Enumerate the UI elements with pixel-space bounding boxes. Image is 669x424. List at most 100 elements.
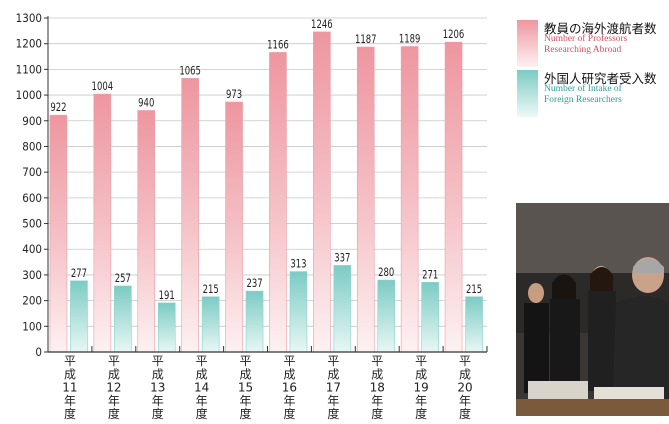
data-label-professors-7: 1187 (355, 33, 377, 46)
x-tick-label-8: 度 (415, 406, 427, 421)
x-tick-label-1: 12 (106, 381, 121, 395)
x-tick-label-3: 年 (196, 394, 208, 408)
x-tick-label-7: 年 (371, 394, 383, 408)
x-tick-label-2: 年 (152, 394, 164, 408)
x-tick-label-8: 成 (415, 367, 427, 381)
bar-foreign-5 (289, 271, 308, 353)
bar-professors-5 (269, 52, 287, 353)
x-tick-label-0: 成 (64, 367, 76, 381)
x-tick-label-0: 年 (64, 394, 76, 408)
bar-foreign-8 (421, 282, 439, 353)
x-tick-label-4: 成 (240, 367, 252, 381)
y-tick-label: 600 (22, 191, 42, 205)
x-tick-label-7: 成 (371, 367, 383, 381)
data-label-foreign-7: 280 (378, 266, 394, 279)
legend-label-ja: 外国人研究者受入数 (544, 71, 657, 86)
x-tick-label-0: 平 (64, 354, 76, 368)
x-tick-label-6: 成 (327, 367, 339, 381)
x-tick-label-7: 度 (371, 406, 383, 421)
x-tick-label-4: 15 (238, 381, 253, 395)
bars (49, 31, 483, 353)
bar-foreign-1 (114, 285, 132, 353)
x-tick-label-7: 平 (371, 354, 383, 368)
signing-ceremony-photo (516, 203, 669, 416)
bar-foreign-3 (201, 296, 220, 353)
data-label-professors-1: 1004 (92, 80, 114, 93)
legend-label-en-line1: Number of Intake of (544, 84, 622, 94)
data-label-foreign-2: 191 (159, 289, 175, 302)
y-tick-label: 500 (22, 217, 42, 231)
x-tick-label-9: 成 (459, 367, 471, 381)
data-label-foreign-1: 257 (115, 272, 131, 285)
bar-foreign-7 (377, 279, 396, 353)
x-tick-label-4: 度 (240, 406, 252, 421)
x-tick-label-1: 成 (108, 367, 120, 381)
y-tick-label: 400 (22, 242, 42, 256)
bar-foreign-9 (465, 296, 483, 353)
x-tick-label-6: 度 (327, 406, 339, 421)
x-tick-label-5: 年 (283, 394, 295, 408)
x-tick-label-9: 平 (459, 354, 471, 368)
x-axis: 平成11年度平成12年度平成13年度平成14年度平成15年度平成16年度平成17… (48, 346, 488, 421)
x-tick-label-8: 年 (415, 394, 427, 408)
legend-swatch-pink (517, 20, 538, 67)
bar-professors-2 (137, 110, 156, 353)
x-tick-label-7: 18 (370, 381, 385, 395)
bar-professors-6 (313, 31, 331, 353)
legend-label-en: Number of Intake of Foreign Researchers (544, 84, 622, 106)
gridlines (48, 17, 487, 327)
y-tick-label: 1100 (16, 62, 42, 76)
data-label-foreign-3: 215 (203, 283, 219, 296)
x-tick-label-1: 年 (108, 394, 120, 408)
bar-foreign-4 (245, 290, 264, 353)
x-tick-label-5: 平 (283, 354, 295, 368)
y-tick-label: 900 (22, 114, 42, 128)
x-tick-label-6: 年 (327, 394, 339, 408)
x-tick-label-0: 度 (64, 406, 76, 421)
x-tick-label-8: 平 (415, 354, 427, 368)
bar-professors-1 (93, 93, 112, 353)
x-tick-label-6: 17 (326, 381, 341, 395)
data-label-foreign-4: 237 (246, 277, 262, 290)
legend-label-en-line2: Foreign Researchers (544, 95, 622, 105)
data-label-foreign-0: 277 (71, 267, 87, 280)
x-tick-label-9: 年 (459, 394, 471, 408)
x-tick-label-3: 成 (196, 367, 208, 381)
x-tick-label-5: 成 (283, 367, 295, 381)
x-tick-label-4: 年 (240, 394, 252, 408)
data-label-professors-0: 922 (50, 101, 66, 114)
legend-label-en: Number of Professors Researching Abroad (544, 34, 627, 56)
y-tick-label: 1000 (16, 88, 42, 102)
legend-label-ja: 教員の海外渡航者数 (544, 21, 657, 36)
bar-foreign-2 (157, 302, 176, 353)
bar-professors-8 (400, 46, 419, 353)
x-tick-label-1: 度 (108, 406, 120, 421)
x-tick-label-4: 平 (240, 354, 252, 368)
x-tick-label-2: 13 (150, 381, 165, 395)
y-tick-label: 1300 (16, 11, 42, 25)
bar-professors-0 (49, 114, 68, 353)
x-tick-label-6: 平 (327, 354, 339, 368)
data-label-foreign-6: 337 (334, 252, 350, 265)
legend-label-en-line1: Number of Professors (544, 34, 628, 44)
y-tick-label: 0 (35, 345, 42, 359)
bar-professors-7 (356, 46, 375, 353)
data-label-professors-6: 1246 (311, 18, 333, 31)
x-tick-label-0: 11 (62, 381, 77, 395)
x-tick-label-3: 度 (196, 406, 208, 421)
bar-foreign-0 (70, 280, 88, 353)
data-label-professors-9: 1206 (443, 28, 465, 41)
data-label-foreign-9: 215 (466, 283, 482, 296)
y-tick-label: 300 (22, 268, 42, 282)
x-tick-label-9: 20 (457, 381, 472, 395)
data-label-professors-5: 1166 (267, 39, 289, 52)
y-tick-label: 200 (22, 294, 42, 308)
data-label-professors-2: 940 (138, 97, 154, 110)
data-label-professors-4: 973 (226, 88, 242, 101)
data-label-foreign-5: 313 (290, 258, 306, 271)
bar-professors-9 (444, 41, 463, 353)
x-tick-label-1: 平 (108, 354, 120, 368)
y-tick-label: 1200 (16, 37, 42, 51)
legend-label-en-line2: Researching Abroad (544, 45, 622, 55)
x-tick-label-8: 19 (414, 381, 429, 395)
